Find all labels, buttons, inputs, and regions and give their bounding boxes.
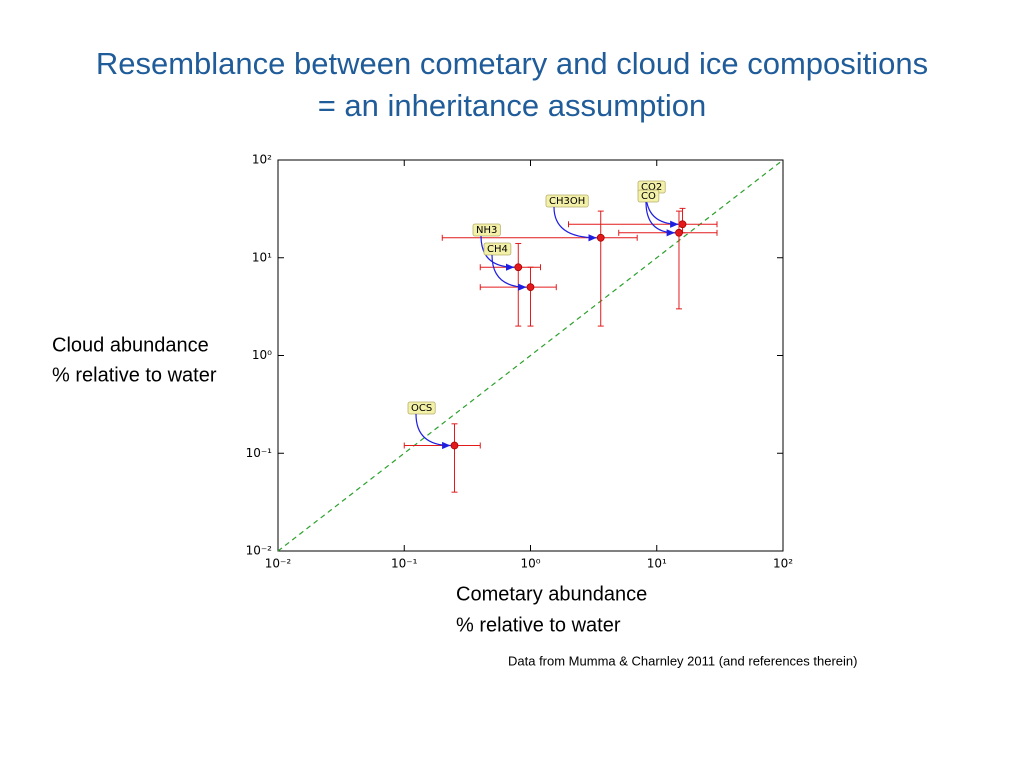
annotation-label: CO	[641, 191, 656, 202]
annotation-arrow	[491, 254, 527, 291]
annotation-box	[472, 223, 501, 237]
annotation-label: CO2	[641, 182, 662, 193]
annotation-arrow	[415, 413, 451, 450]
annotation-box	[637, 189, 660, 203]
annotation-label: CH4	[487, 244, 508, 255]
y-tick-label: 10⁻²	[246, 544, 273, 558]
point	[526, 283, 535, 292]
annotation-label: OCS	[411, 403, 432, 414]
title-line: = an inheritance assumption	[318, 88, 707, 123]
annotation-box	[407, 401, 436, 415]
point	[678, 220, 687, 229]
x-axis-label: % relative to water	[456, 614, 621, 636]
annotation-arrow	[553, 206, 597, 242]
annotation-label: NH3	[476, 225, 497, 236]
annotation-arrow	[645, 201, 675, 237]
x-axis-label: Cometary abundance	[456, 583, 647, 605]
point	[514, 263, 523, 272]
x-tick-label: 10⁻¹	[391, 557, 418, 571]
y-tick-label: 10⁰	[252, 348, 272, 362]
source-note: Data from Mumma & Charnley 2011 (and ref…	[508, 653, 857, 668]
title-line: Resemblance between cometary and cloud i…	[96, 46, 928, 81]
x-tick-label: 10²	[773, 557, 793, 571]
x-tick-label: 10¹	[647, 557, 667, 571]
annotation-label: CH3OH	[549, 196, 585, 207]
y-axis-label: % relative to water	[52, 364, 217, 386]
x-tick-label: 10⁰	[520, 557, 540, 571]
y-tick-label: 10⁻¹	[246, 446, 273, 460]
y-tick-label: 10²	[252, 153, 272, 167]
annotation-box	[483, 242, 512, 256]
annotation-box	[545, 194, 589, 208]
x-tick-label: 10⁻²	[265, 557, 292, 571]
point	[450, 441, 459, 450]
y-tick-label: 10¹	[252, 250, 272, 264]
identity-line	[277, 159, 784, 552]
point	[675, 228, 683, 237]
annotation-arrow	[480, 235, 515, 271]
y-axis-label: Cloud abundance	[52, 334, 209, 356]
point	[596, 233, 605, 242]
